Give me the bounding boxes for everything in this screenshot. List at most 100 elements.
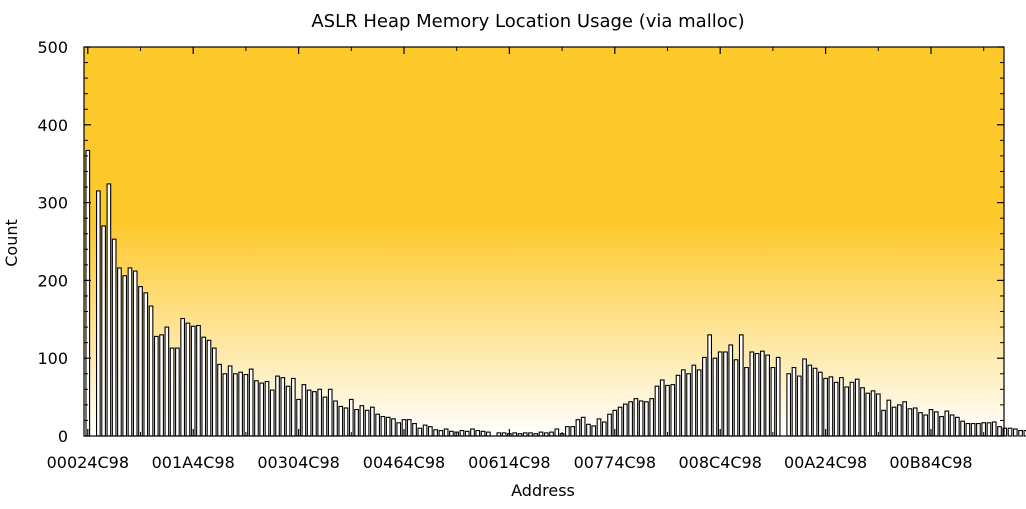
histogram-bar (338, 405, 344, 437)
histogram-bar (106, 183, 112, 437)
histogram-bar (886, 399, 892, 437)
histogram-bar (153, 335, 159, 437)
histogram-bar (211, 347, 217, 437)
histogram-bar (433, 429, 438, 437)
histogram-bar (254, 380, 259, 437)
histogram-bar (680, 369, 686, 437)
histogram-bar (807, 364, 813, 437)
histogram-bar (580, 416, 586, 437)
histogram-bar (949, 414, 955, 437)
histogram-bar (644, 401, 649, 437)
histogram-bar (248, 368, 254, 437)
histogram-bar (733, 359, 739, 437)
histogram-bar (470, 428, 475, 437)
histogram-bar (591, 425, 597, 437)
histogram-bar (844, 386, 850, 437)
histogram-bar (902, 401, 907, 437)
histogram-bar (775, 356, 781, 437)
histogram-bar (1002, 427, 1008, 437)
histogram-bar (143, 292, 149, 437)
histogram-bar (317, 388, 323, 437)
histogram-bar (665, 384, 670, 437)
histogram-bar (860, 387, 865, 437)
histogram-bar (754, 352, 760, 437)
histogram-bar (427, 426, 433, 437)
histogram-bar (327, 388, 333, 437)
histogram-bar (965, 422, 971, 437)
histogram-bar (849, 381, 855, 437)
histogram-bar (918, 412, 923, 437)
x-tick-label: 00B84C98 (889, 453, 972, 472)
y-tick-label: 500 (37, 38, 68, 57)
histogram-bar (570, 426, 575, 437)
histogram-bar (243, 373, 249, 437)
histogram-bar (148, 305, 154, 437)
histogram-bar (833, 381, 839, 437)
histogram-bar (565, 426, 570, 437)
x-axis-title: Address (511, 481, 575, 500)
histogram-bar (586, 423, 591, 437)
histogram-bar (712, 357, 718, 437)
histogram-bar (95, 190, 101, 437)
histogram-bar (744, 366, 749, 437)
histogram-bar (991, 421, 997, 437)
histogram-bar (960, 420, 965, 437)
histogram-bar (839, 377, 844, 437)
histogram-bar (322, 396, 328, 437)
histogram-bar (670, 384, 676, 437)
ticks-layer (84, 46, 1004, 437)
y-axis-title: Count (2, 219, 21, 267)
histogram-bar (633, 398, 639, 437)
histogram-bar (944, 410, 950, 437)
histogram-bar (875, 393, 881, 437)
histogram-bar (196, 324, 201, 437)
histogram-bar (812, 367, 818, 437)
histogram-bar (717, 351, 723, 437)
histogram-bar (132, 270, 138, 437)
histogram-bar (375, 413, 381, 437)
histogram-bar (659, 379, 665, 437)
histogram-bar (290, 377, 296, 437)
histogram-bar (1007, 427, 1013, 437)
histogram-bar (691, 364, 697, 437)
histogram-bar (738, 334, 744, 437)
histogram-bar (185, 322, 191, 437)
histogram-bar (417, 427, 423, 437)
histogram-bar (275, 375, 280, 437)
histogram-bar (828, 376, 834, 437)
histogram-bar (101, 225, 106, 437)
histogram-bar (770, 366, 776, 437)
histogram-bar (649, 398, 655, 437)
histogram-bar (264, 380, 270, 437)
histogram-bar (933, 411, 939, 437)
histogram-bar (897, 404, 902, 437)
histogram-bar (364, 409, 370, 437)
x-tick-label: 008C4C98 (678, 453, 761, 472)
y-tick-label: 0 (58, 427, 68, 446)
histogram-bar (306, 389, 312, 437)
histogram-bar (175, 347, 180, 437)
histogram-bar (85, 149, 91, 437)
x-tick-label: 001A4C98 (152, 453, 235, 472)
histogram-bar (939, 415, 944, 437)
y-tick-label: 400 (37, 116, 68, 135)
histogram-bar (164, 326, 170, 437)
histogram-bar (696, 369, 702, 437)
histogram-bar (117, 267, 122, 437)
histogram-bar (301, 384, 307, 437)
histogram-bar (138, 286, 143, 437)
histogram-bar (354, 408, 359, 437)
histogram-bar (954, 416, 960, 437)
histogram-bar (907, 408, 913, 437)
histogram-bar (343, 407, 349, 437)
histogram-bar (396, 422, 402, 437)
histogram-bar (391, 418, 396, 437)
histogram-bar (259, 382, 265, 437)
histogram-bar (443, 428, 449, 437)
chart-title: ASLR Heap Memory Location Usage (via mal… (311, 11, 744, 32)
histogram-bar (238, 371, 243, 437)
histogram-bar (217, 363, 222, 437)
y-tick-label: 200 (37, 271, 68, 290)
histogram-bar (1018, 429, 1023, 437)
